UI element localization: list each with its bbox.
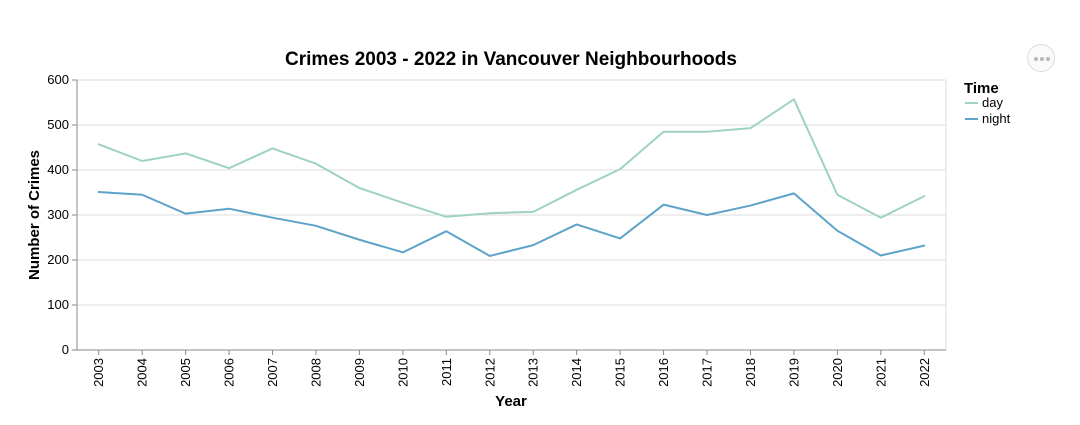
x-tick-label: 2018 — [743, 358, 758, 387]
chart-title: Crimes 2003 - 2022 in Vancouver Neighbou… — [285, 49, 737, 70]
y-tick-label: 100 — [47, 297, 69, 312]
x-tick-label: 2004 — [135, 358, 150, 387]
x-tick-label: 2013 — [526, 358, 541, 387]
y-tick-label: 600 — [47, 72, 69, 87]
x-tick-label: 2020 — [830, 358, 845, 387]
legend-label-night: night — [982, 111, 1011, 126]
x-tick-label: 2014 — [569, 358, 584, 387]
x-tick-label: 2012 — [482, 358, 497, 387]
x-tick-label: 2016 — [656, 358, 671, 387]
y-tick-label: 0 — [62, 342, 69, 357]
x-tick-label: 2022 — [917, 358, 932, 387]
x-tick-label: 2006 — [222, 358, 237, 387]
x-tick-label: 2010 — [395, 358, 410, 387]
series-lines — [97, 98, 926, 257]
x-axis-title: Year — [495, 393, 527, 410]
y-tick-label: 300 — [47, 207, 69, 222]
x-axis: 2003 2004 2005 2006 2007 2008 2009 2010 2011 2012… — [77, 349, 946, 387]
x-tick-label: 2019 — [786, 358, 801, 387]
series-line-day — [97, 98, 926, 219]
y-tick-label: 400 — [47, 162, 69, 177]
x-tick-label: 2009 — [352, 358, 367, 387]
x-tick-label: 2008 — [308, 358, 323, 387]
x-tick-label: 2021 — [873, 358, 888, 387]
x-tick-label: 2007 — [265, 358, 280, 387]
y-axis: 0 100 200 300 400 500 600 — [47, 72, 78, 357]
x-tick-label: 2005 — [178, 358, 193, 387]
legend-title: Time — [964, 80, 999, 97]
y-axis-title: Number of Crimes — [26, 150, 43, 280]
x-tick-label: 2003 — [91, 358, 106, 387]
legend-label-day: day — [982, 95, 1003, 110]
x-tick-label: 2011 — [439, 358, 454, 386]
gridlines — [77, 79, 947, 351]
y-tick-label: 200 — [47, 252, 69, 267]
menu-dot — [1034, 57, 1038, 61]
menu-dot — [1046, 57, 1050, 61]
y-tick-label: 500 — [47, 117, 69, 132]
x-tick-label: 2015 — [613, 358, 628, 387]
x-tick-label: 2017 — [700, 358, 715, 387]
more-options-button[interactable] — [1027, 44, 1055, 72]
menu-dot — [1040, 57, 1044, 61]
series-line-night — [97, 191, 926, 257]
